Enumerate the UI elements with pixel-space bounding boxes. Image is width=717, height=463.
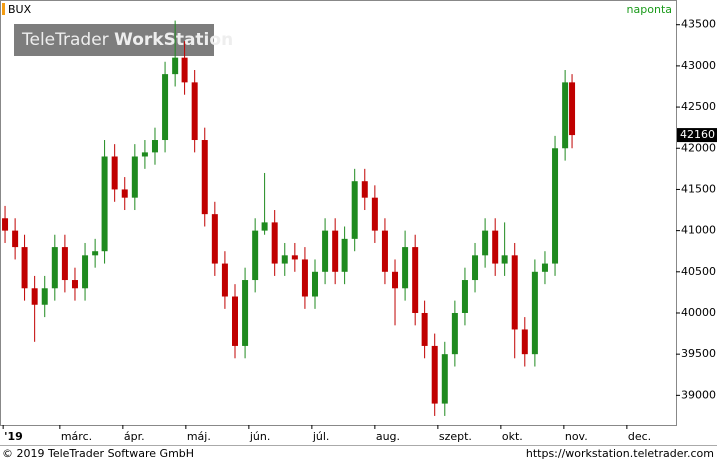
candle-body [552, 148, 559, 264]
candle-body [361, 181, 368, 198]
candle-body [461, 280, 468, 313]
period: naponta [627, 3, 672, 16]
candle-body [61, 247, 68, 281]
candle-body [201, 140, 208, 215]
candle-body [431, 345, 438, 404]
x-tick-label: júl. [312, 430, 330, 443]
candle-body [231, 296, 238, 346]
x-tick-label: okt. [502, 430, 523, 443]
footer-left: © 2019 TeleTrader Software GmbH [2, 447, 194, 460]
candle-body [21, 247, 28, 289]
candle-body [41, 288, 48, 305]
candle-body [312, 271, 319, 297]
candle-body [301, 259, 308, 297]
x-tick-label: máj. [187, 430, 211, 443]
candle-body [172, 57, 179, 75]
candle-body [211, 214, 218, 264]
candle-body [521, 329, 528, 355]
candle-body [191, 82, 198, 141]
x-tick-label: márc. [61, 430, 92, 443]
candle-body [162, 74, 169, 141]
candle-body [121, 189, 128, 198]
candle-body [101, 156, 108, 252]
candle-body [71, 280, 78, 289]
candle-body [111, 156, 118, 190]
candle-body [402, 247, 409, 289]
y-tick-label: 43500 [681, 18, 716, 31]
candle-body [501, 255, 508, 264]
candle-body [472, 255, 479, 281]
candle-body [92, 251, 99, 256]
symbol: BUX [8, 3, 32, 16]
candle-body [322, 230, 329, 272]
candle-body [541, 263, 548, 272]
candle-body [291, 255, 298, 260]
watermark-b: WorkStation [114, 30, 233, 50]
candle-body [221, 263, 228, 297]
candle-body [261, 222, 268, 231]
candle-body [492, 230, 499, 264]
x-tick-label: jún. [249, 430, 271, 443]
footer-right: https://workstation.teletrader.com [526, 447, 714, 460]
y-tick-label: 40500 [681, 265, 716, 278]
candle-body [151, 140, 158, 153]
y-tick-label: 41500 [681, 182, 716, 195]
y-tick-label: 41000 [681, 224, 716, 237]
x-tick-label: aug. [376, 430, 400, 443]
candle-body [511, 255, 518, 330]
candle-body [131, 156, 138, 198]
candle-body [351, 181, 358, 239]
candle-body [421, 312, 428, 346]
symbol-marker [2, 3, 5, 15]
candle-body [51, 247, 58, 289]
candle-body [141, 152, 148, 157]
candle-body [392, 271, 399, 289]
x-tick-label: nov. [565, 430, 588, 443]
x-tick-label: dec. [628, 430, 651, 443]
y-tick-label: 39000 [681, 388, 716, 401]
candle-body [341, 238, 348, 272]
candle-body [31, 288, 38, 305]
candle-body [381, 230, 388, 272]
candle-body [252, 230, 259, 281]
candle-body [531, 271, 538, 355]
candle-body [82, 255, 89, 289]
candle-body [181, 57, 188, 83]
last-price-box [677, 128, 717, 143]
y-tick-label: 39500 [681, 347, 716, 360]
plot-frame [0, 0, 677, 426]
x-tick-label: szept. [439, 430, 472, 443]
candle-body [271, 222, 278, 264]
candle-body [242, 280, 249, 346]
candle-body [371, 197, 378, 231]
x-tick-label: ápr. [124, 430, 145, 443]
candle-body [569, 82, 576, 136]
watermark-box [14, 24, 214, 56]
watermark: TeleTrader WorkStation [21, 30, 233, 50]
last-price: 42160 [680, 128, 715, 141]
y-tick-label: 43000 [681, 59, 716, 72]
candle-body [332, 230, 339, 272]
y-tick-label: 42500 [681, 100, 716, 113]
candle-body [281, 255, 288, 264]
candle-body [562, 82, 569, 149]
candle-body [482, 230, 489, 256]
candle-body [412, 247, 419, 313]
watermark-a: TeleTrader [21, 30, 109, 50]
y-tick-label: 42000 [681, 141, 716, 154]
candle-body [451, 312, 458, 355]
candle-body [2, 218, 9, 231]
y-tick-label: 40000 [681, 306, 716, 319]
candle-body [12, 230, 19, 248]
x-tick-label: '19 [4, 430, 23, 443]
candle-body [441, 354, 448, 404]
